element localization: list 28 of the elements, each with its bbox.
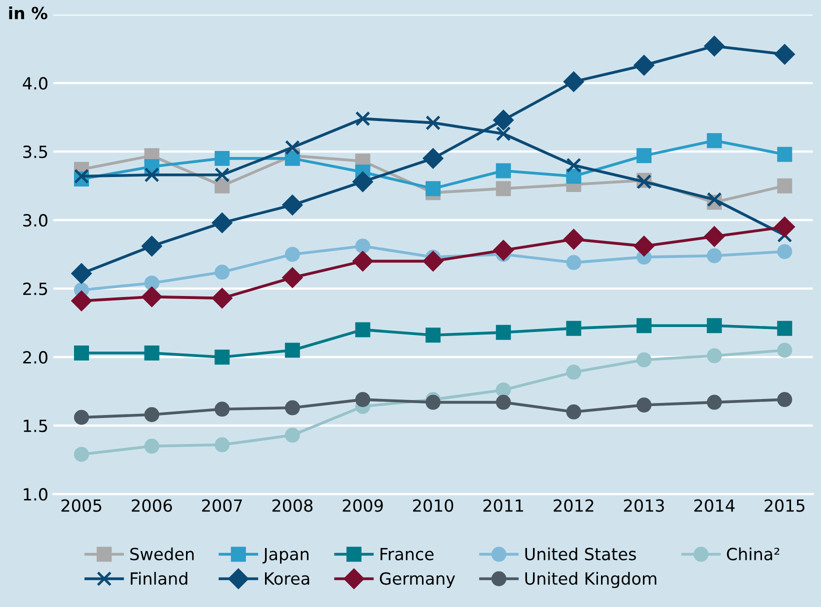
legend-label: France bbox=[380, 548, 434, 560]
x-tick-label: 2011 bbox=[483, 499, 524, 512]
legend-label: China² bbox=[726, 547, 780, 560]
y-tick-label: 3.0 bbox=[23, 214, 48, 227]
x-tick-label: 2009 bbox=[342, 499, 383, 512]
y-tick-label: 3.5 bbox=[23, 146, 48, 158]
x-tick-label: 2007 bbox=[202, 499, 242, 512]
x-tick-label: 2012 bbox=[554, 499, 594, 512]
legend-label: Japan bbox=[262, 548, 308, 564]
y-tick-label: 2.5 bbox=[23, 282, 48, 296]
x-tick-label: 2005 bbox=[62, 499, 102, 512]
y-axis-title: in % bbox=[9, 6, 48, 20]
y-tick-label: 2.0 bbox=[23, 351, 48, 364]
x-tick-label: 2010 bbox=[413, 499, 454, 512]
legend-label: Sweden bbox=[130, 547, 194, 560]
y-tick-label: 1.5 bbox=[24, 420, 48, 432]
x-tick-label: 2013 bbox=[624, 499, 664, 512]
legend-label: Korea bbox=[265, 572, 310, 585]
x-tick-label: 2014 bbox=[694, 499, 735, 512]
x-tick-label: 2008 bbox=[272, 499, 313, 512]
y-tick-label: 1.0 bbox=[24, 488, 48, 501]
legend-label: Germany bbox=[380, 572, 456, 588]
x-tick-label: 2006 bbox=[132, 499, 172, 512]
y-tick-label: 4.0 bbox=[22, 77, 48, 90]
x-tick-label: 2015 bbox=[764, 499, 804, 512]
legend-label: United States bbox=[525, 547, 636, 560]
legend-label: Finland bbox=[130, 572, 188, 585]
legend-label: United Kingdom bbox=[525, 572, 656, 588]
